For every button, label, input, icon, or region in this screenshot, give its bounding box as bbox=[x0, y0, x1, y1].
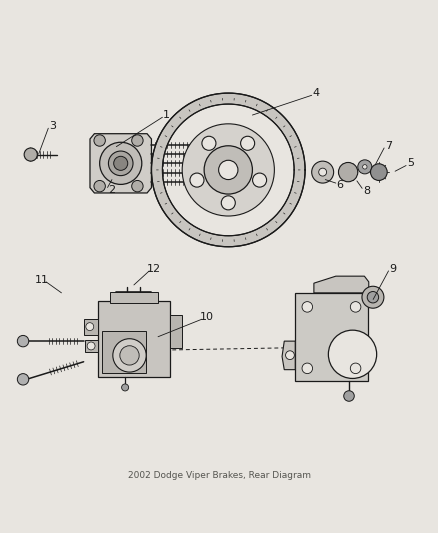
Wedge shape bbox=[151, 93, 304, 247]
Bar bbox=[83, 319, 97, 335]
Circle shape bbox=[343, 391, 353, 401]
Circle shape bbox=[311, 161, 333, 183]
Circle shape bbox=[221, 196, 235, 210]
Text: 12: 12 bbox=[146, 264, 160, 273]
Circle shape bbox=[24, 148, 37, 161]
Circle shape bbox=[350, 363, 360, 374]
Circle shape bbox=[131, 181, 143, 192]
Circle shape bbox=[301, 302, 312, 312]
Circle shape bbox=[362, 165, 366, 169]
Circle shape bbox=[361, 286, 383, 308]
Text: 4: 4 bbox=[312, 88, 319, 98]
Circle shape bbox=[204, 146, 252, 194]
Circle shape bbox=[357, 160, 371, 174]
Bar bbox=[102, 330, 145, 373]
Circle shape bbox=[108, 151, 133, 176]
Circle shape bbox=[201, 136, 215, 150]
Circle shape bbox=[17, 335, 28, 347]
Circle shape bbox=[318, 168, 326, 176]
Polygon shape bbox=[90, 134, 151, 193]
Circle shape bbox=[350, 302, 360, 312]
Circle shape bbox=[190, 173, 204, 187]
Text: 6: 6 bbox=[336, 180, 343, 190]
Circle shape bbox=[113, 156, 127, 171]
Circle shape bbox=[87, 342, 95, 350]
Bar bbox=[97, 301, 170, 377]
Polygon shape bbox=[313, 276, 368, 293]
Text: 7: 7 bbox=[384, 141, 391, 151]
Circle shape bbox=[182, 124, 274, 216]
Circle shape bbox=[94, 181, 105, 192]
Text: 1: 1 bbox=[163, 110, 170, 120]
Text: 2002 Dodge Viper Brakes, Rear Diagram: 2002 Dodge Viper Brakes, Rear Diagram bbox=[128, 471, 310, 480]
Circle shape bbox=[366, 292, 378, 303]
Circle shape bbox=[131, 135, 143, 146]
Circle shape bbox=[285, 351, 293, 360]
Bar bbox=[85, 340, 97, 352]
Circle shape bbox=[252, 173, 266, 187]
Circle shape bbox=[301, 363, 312, 374]
Circle shape bbox=[370, 164, 386, 181]
Text: 10: 10 bbox=[199, 312, 213, 322]
Bar bbox=[110, 292, 158, 303]
Circle shape bbox=[99, 142, 141, 184]
Text: 11: 11 bbox=[35, 274, 49, 285]
Text: 2: 2 bbox=[108, 184, 115, 195]
Text: 9: 9 bbox=[389, 264, 396, 273]
Circle shape bbox=[94, 135, 105, 146]
Circle shape bbox=[218, 160, 237, 180]
Text: 8: 8 bbox=[362, 185, 369, 196]
Circle shape bbox=[240, 136, 254, 150]
Circle shape bbox=[17, 374, 28, 385]
Bar bbox=[294, 293, 367, 381]
Polygon shape bbox=[281, 341, 294, 370]
Circle shape bbox=[338, 163, 357, 182]
Circle shape bbox=[113, 338, 146, 372]
Circle shape bbox=[86, 322, 94, 330]
Text: 5: 5 bbox=[406, 158, 413, 168]
Circle shape bbox=[328, 330, 376, 378]
Circle shape bbox=[120, 346, 139, 365]
Polygon shape bbox=[170, 315, 182, 348]
Circle shape bbox=[121, 384, 128, 391]
Text: 3: 3 bbox=[49, 121, 56, 131]
